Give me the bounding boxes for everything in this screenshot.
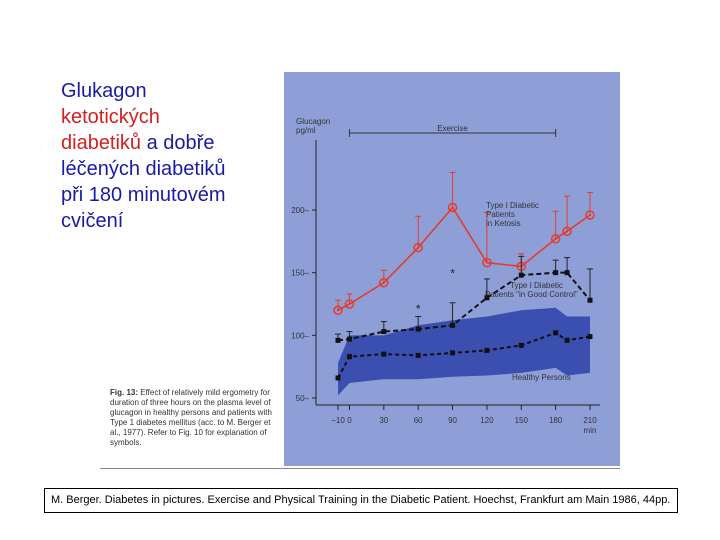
- label-good-control-line-0: Type I Diabetic: [510, 281, 563, 290]
- series-2-point-7: [553, 330, 559, 336]
- y-tick-label-150: 150–: [291, 269, 309, 278]
- x-tick-label-3: 60: [414, 416, 423, 425]
- x-tick-label-6: 150: [515, 416, 529, 425]
- ketosis-point-2: [379, 277, 389, 288]
- ketosis-point-dot-2: [382, 281, 386, 284]
- x-tick-label-1: 0: [347, 416, 352, 425]
- title-line-3-red: diabetiků: [61, 132, 142, 154]
- series-2-point-3: [415, 352, 421, 358]
- label-good-control-line-1: Patients "in Good Control": [485, 290, 578, 299]
- title-line-4: léčených diabetiků: [61, 158, 226, 180]
- ketosis-point-1: [344, 299, 355, 309]
- series-1-point-2: [381, 329, 387, 335]
- y-tick-label-200: 200–: [291, 206, 309, 215]
- label-ketosis-line-0: Type I Diabetic: [486, 201, 539, 210]
- ketosis-point-dot-5: [485, 261, 489, 264]
- series-line-0: [337, 206, 591, 311]
- figure-divider: [100, 468, 620, 469]
- series-1-point-5: [484, 295, 490, 301]
- label-good-control: Type I Diabetic Patients "in Good Control…: [485, 281, 578, 299]
- y-tick-label-50: 50–: [296, 394, 310, 403]
- series-2-point-8: [564, 337, 570, 343]
- slide-title: Glukagon ketotických diabetiků a dobře l…: [61, 78, 276, 234]
- figure-number: Fig. 13:: [110, 388, 139, 397]
- title-line-3: diabetiků a dobře: [61, 130, 276, 156]
- title-line-2: ketotických: [61, 106, 160, 128]
- label-healthy: Healthy Persons: [512, 373, 571, 382]
- ketosis-point-9: [585, 210, 595, 220]
- ketosis-point-dot-3: [416, 246, 420, 249]
- series-1-point-1: [346, 336, 352, 342]
- series-1-point-8: [564, 270, 570, 276]
- x-tick-label-7: 180: [549, 416, 563, 425]
- ketosis-point-3: [413, 242, 423, 253]
- ketosis-point-7: [550, 234, 561, 244]
- healthy-band-layer: [338, 307, 590, 396]
- ketosis-point-dot-9: [588, 213, 592, 217]
- ketosis-point-4: [447, 202, 458, 213]
- title-line-3-rest: a dobře: [141, 132, 215, 154]
- series-2-point-4: [450, 350, 456, 356]
- label-layer: **Type I Diabetic Patients in KetosisType …: [416, 201, 578, 382]
- y-tick-label-100: 100–: [291, 331, 309, 340]
- ketosis-point-0: [333, 305, 343, 316]
- ketosis-point-dot-1: [348, 302, 351, 306]
- x-axis-label: min: [584, 426, 597, 435]
- x-tick-label-2: 30: [379, 416, 388, 425]
- series-layer: [333, 171, 595, 381]
- series-1-point-3: [415, 326, 421, 332]
- significance-mark-1: *: [450, 267, 455, 281]
- x-tick-label-8: 210: [583, 416, 597, 425]
- significance-mark-0: *: [416, 302, 421, 316]
- figure-caption: Fig. 13: Effect of relatively mild ergom…: [110, 388, 280, 448]
- ketosis-point-5: [482, 257, 492, 268]
- ketosis-point-dot-8: [565, 230, 569, 233]
- citation-box: M. Berger. Diabetes in pictures. Exercis…: [44, 488, 678, 513]
- series-1-point-0: [335, 337, 341, 343]
- series-line-2: [337, 331, 591, 379]
- ketosis-point-dot-0: [336, 309, 340, 312]
- series-1-point-9: [587, 297, 593, 303]
- x-tick-label-0: −10: [331, 416, 345, 425]
- series-1-point-7: [553, 270, 559, 276]
- ketosis-point-dot-7: [554, 237, 557, 241]
- series-1-point-6: [518, 272, 524, 278]
- series-2-point-0: [335, 375, 341, 381]
- series-1-point-4: [450, 322, 456, 328]
- y-axis-label-0: Glucagon: [296, 117, 330, 126]
- title-line-1: Glukagon: [61, 80, 147, 102]
- series-2-point-1: [346, 354, 352, 360]
- chart-panel: [284, 72, 620, 466]
- title-line-6: cvičení: [61, 210, 124, 232]
- label-ketosis: Type I Diabetic Patients in Ketosis: [486, 201, 539, 228]
- series-2-point-9: [587, 334, 593, 340]
- exercise-label: Exercise: [437, 124, 468, 133]
- x-tick-label-5: 120: [480, 416, 494, 425]
- series-2-point-2: [381, 351, 387, 357]
- y-axis-label-1: pg/ml: [296, 126, 316, 135]
- x-tick-label-4: 90: [448, 416, 457, 425]
- label-ketosis-line-1: Patients: [486, 210, 515, 219]
- figure-caption-text: Effect of relatively mild ergometry for …: [110, 388, 272, 447]
- series-line-1: [337, 271, 591, 342]
- healthy-persons-band: [338, 307, 590, 396]
- ketosis-point-8: [562, 226, 572, 237]
- title-line-5: při 180 minutovém: [61, 184, 226, 206]
- ketosis-point-dot-4: [451, 206, 454, 209]
- series-2-point-5: [484, 347, 490, 353]
- series-2-point-6: [518, 342, 524, 348]
- label-ketosis-line-2: in Ketosis: [486, 219, 521, 228]
